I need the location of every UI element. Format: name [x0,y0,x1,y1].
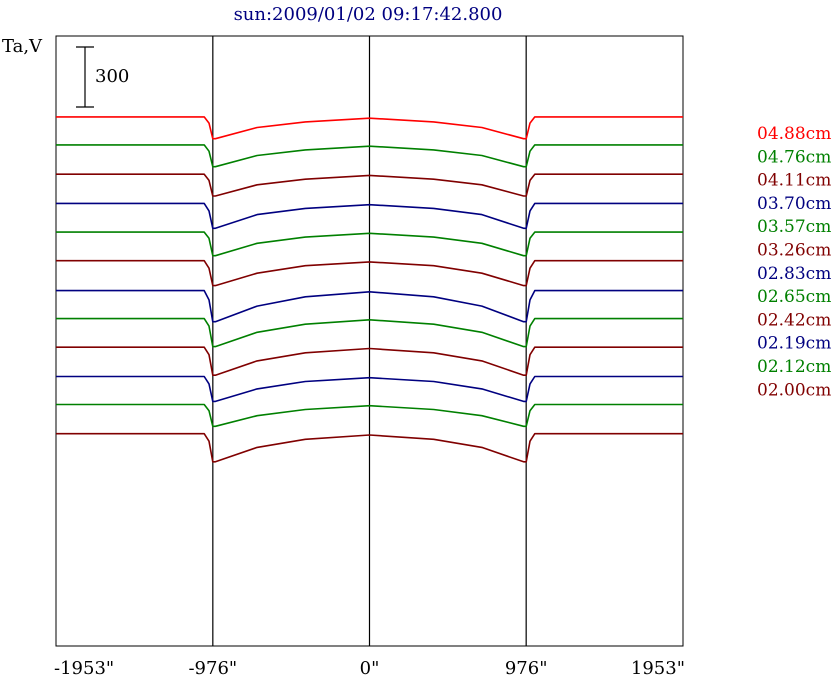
chart-title: sun:2009/01/02 09:17:42.800 [234,4,503,25]
series-line-0 [56,116,683,140]
series-line-8 [56,346,683,376]
legend-entry-8: 02.42cm [757,310,831,330]
x-tick-label-2: 0" [360,658,380,679]
x-tick-label-4: 1953" [631,658,685,679]
legend-entry-7: 02.65cm [757,287,831,307]
x-tick-labels: -1953" -976" 0" 976" 1953" [54,658,685,679]
x-tick-label-3: 976" [505,658,548,679]
series-line-10 [56,403,683,428]
legend-entry-9: 02.19cm [757,334,831,354]
series-line-7 [56,317,683,348]
series-lines [56,116,683,463]
legend-entry-11: 02.00cm [757,380,831,400]
series-line-2 [56,173,683,197]
legend-entry-4: 03.57cm [757,217,831,237]
scale-bar-label: 300 [95,66,129,87]
legend-entry-0: 04.88cm [757,124,831,144]
legend-entry-3: 03.70cm [757,194,831,214]
scale-bar [76,46,94,108]
legend-entry-10: 02.12cm [757,357,831,377]
series-line-6 [56,289,683,323]
series-line-3 [56,202,683,230]
x-tick-label-1: -976" [188,658,237,679]
legend-entry-2: 04.11cm [757,171,831,191]
series-line-11 [56,432,683,463]
series-line-9 [56,375,683,403]
legend-entry-1: 04.76cm [757,147,831,167]
legend-entry-5: 03.26cm [757,241,831,261]
x-tick-label-0: -1953" [54,658,114,679]
legend-entry-6: 02.83cm [757,264,831,284]
y-axis-label: Ta,V [2,36,43,57]
series-line-1 [56,144,683,168]
legend: 04.88cm 04.76cm 04.11cm 03.70cm 03.57cm 03.26… [757,124,831,400]
series-line-4 [56,231,683,257]
series-line-5 [56,259,683,287]
